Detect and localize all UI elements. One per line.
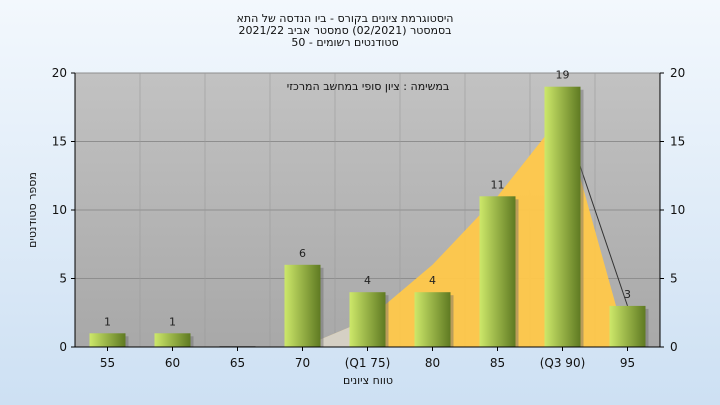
- data-label: 6: [299, 247, 306, 260]
- data-label: 1: [104, 315, 111, 328]
- y-tick-label-right: 20: [670, 66, 685, 80]
- y-tick-label-left: 15: [52, 135, 67, 149]
- y-tick-label-right: 0: [670, 340, 678, 354]
- bar: [89, 333, 126, 347]
- x-tick-label: (Q1 75): [345, 356, 391, 370]
- bar: [349, 292, 386, 347]
- chart-annotation: במשימה : ציון סופי במחשב המרכזי: [287, 80, 450, 93]
- bar: [154, 333, 191, 347]
- x-axis-label: טווח ציונים: [343, 374, 393, 387]
- data-label: 4: [429, 274, 436, 287]
- y-tick-label-right: 10: [670, 203, 685, 217]
- chart-title: היסטוגרמת ציונים בקורס - ביו הנדסה של הת…: [236, 12, 453, 49]
- x-tick-label: 60: [165, 356, 180, 370]
- data-label: 19: [556, 69, 570, 82]
- bar: [414, 292, 451, 347]
- x-tick-label: 80: [425, 356, 440, 370]
- data-label: 11: [491, 178, 505, 191]
- x-tick-label: 65: [230, 356, 245, 370]
- bar: [609, 305, 646, 347]
- y-tick-label-left: 5: [59, 272, 67, 286]
- data-label: 3: [624, 288, 631, 301]
- bars: [89, 86, 649, 347]
- data-label: 1: [169, 315, 176, 328]
- title-line-1: היסטוגרמת ציונים בקורס - ביו הנדסה של הת…: [236, 12, 453, 25]
- x-tick-label: (Q3 90): [540, 356, 586, 370]
- y-tick-label-left: 20: [52, 66, 67, 80]
- y-tick-label-left: 0: [59, 340, 67, 354]
- title-line-3: סטודנטים רשומים - 50: [291, 36, 398, 49]
- y-tick-label-right: 5: [670, 272, 678, 286]
- y-tick-label-right: 15: [670, 135, 685, 149]
- x-tick-label: 70: [295, 356, 310, 370]
- x-tick-label: 55: [100, 356, 115, 370]
- bar: [544, 86, 581, 347]
- x-tick-label: 95: [620, 356, 635, 370]
- x-tick-label: 85: [490, 356, 505, 370]
- title-line-2: בסמסטר (02/2021) סמסטר אביב 2021/22: [238, 24, 451, 37]
- bar: [284, 264, 321, 347]
- y-tick-label-left: 10: [52, 203, 67, 217]
- bar: [479, 196, 516, 347]
- y-axis-label: מספר סטודנטים: [26, 172, 39, 248]
- data-label: 4: [364, 274, 371, 287]
